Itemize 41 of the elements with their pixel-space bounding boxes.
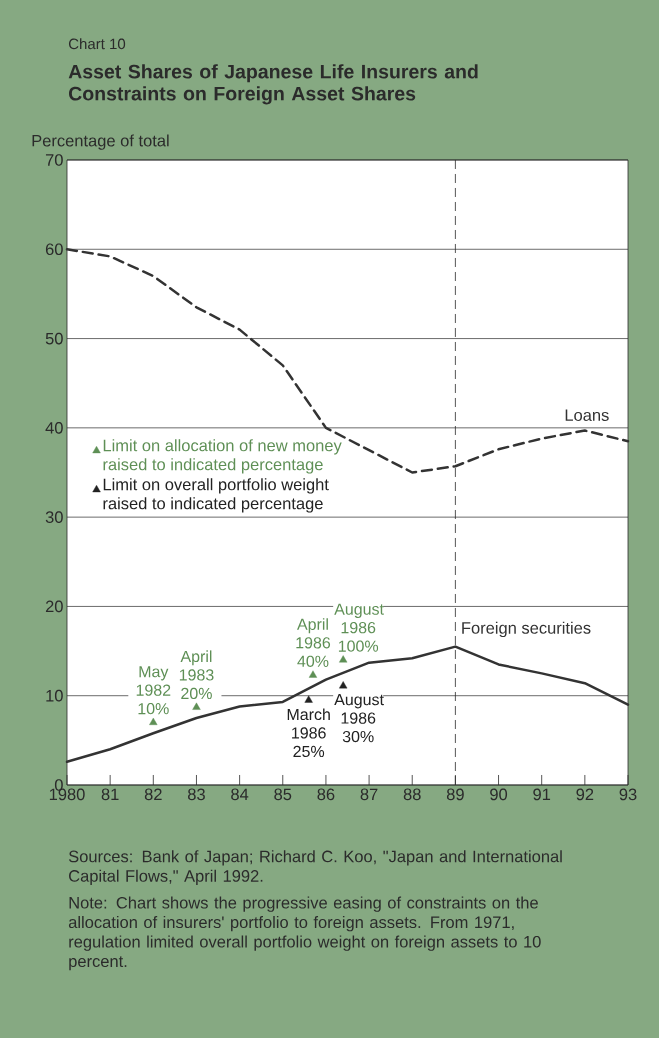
point <box>304 695 313 703</box>
annotation: May 1982 10% <box>136 666 171 715</box>
annotation: August 1986 30% <box>334 694 384 743</box>
point <box>192 702 201 710</box>
y-tick-label: 10 <box>46 689 63 702</box>
x-tick-label: 88 <box>403 788 421 801</box>
x-tick-label: 87 <box>360 788 378 801</box>
point <box>149 717 158 725</box>
x-tick-label: 92 <box>576 788 594 801</box>
x-tick-label: 86 <box>317 788 335 801</box>
series-label: Loans <box>565 409 609 421</box>
legend-label: Limit on allocation of new money raised to indicated percentage <box>103 439 342 474</box>
point <box>339 655 348 663</box>
y-tick-label: 30 <box>45 511 63 523</box>
annotation: April 1983 20% <box>179 650 214 700</box>
point <box>339 681 348 689</box>
annotation: August 1986 100% <box>334 603 384 652</box>
legend-label: Limit on overall portfolio weight raised to indicated percentage <box>103 478 329 513</box>
annotation: March 1986 25% <box>287 708 330 758</box>
y-tick-label: 60 <box>45 243 63 256</box>
y-axis-title: Percentage of total <box>32 134 169 150</box>
text: Note: Chart shows the progressive easing of constraints on the allocation of insurers' portfolio to foreign assets. From 1971, regulation limited overall portfolio weight on foreign assets to 10 percent. <box>68 896 541 971</box>
series-label: Foreign securities <box>462 621 591 638</box>
x-tick-label: 89 <box>446 788 464 801</box>
y-tick-label: 50 <box>45 332 63 345</box>
x-tick-label: 84 <box>231 788 249 801</box>
y-tick-label: 20 <box>45 600 63 613</box>
chart-title: Asset Shares of Japanese Life Insurers and Constraints on Foreign Asset Shares <box>68 64 478 105</box>
y-tick-label: 70 <box>45 154 63 166</box>
chart-subtitle: Chart 10 <box>68 38 126 50</box>
x-tick-label: 90 <box>490 788 508 801</box>
x-tick-label: 91 <box>533 788 551 801</box>
x-tick-label: 83 <box>188 788 205 801</box>
annotation: April 1986 40% <box>296 618 331 667</box>
source-note: Sources: Bank of Japan; Richard C. Koo, "Japan and International Capital Flows," April 1992. <box>68 850 562 886</box>
x-tick-label: 93 <box>619 788 637 801</box>
point <box>308 670 318 678</box>
y-tick-label: 40 <box>45 422 63 434</box>
x-tick-label: 81 <box>101 788 119 801</box>
x-tick-label: 82 <box>144 788 162 801</box>
x-tick-label: 85 <box>274 788 292 801</box>
